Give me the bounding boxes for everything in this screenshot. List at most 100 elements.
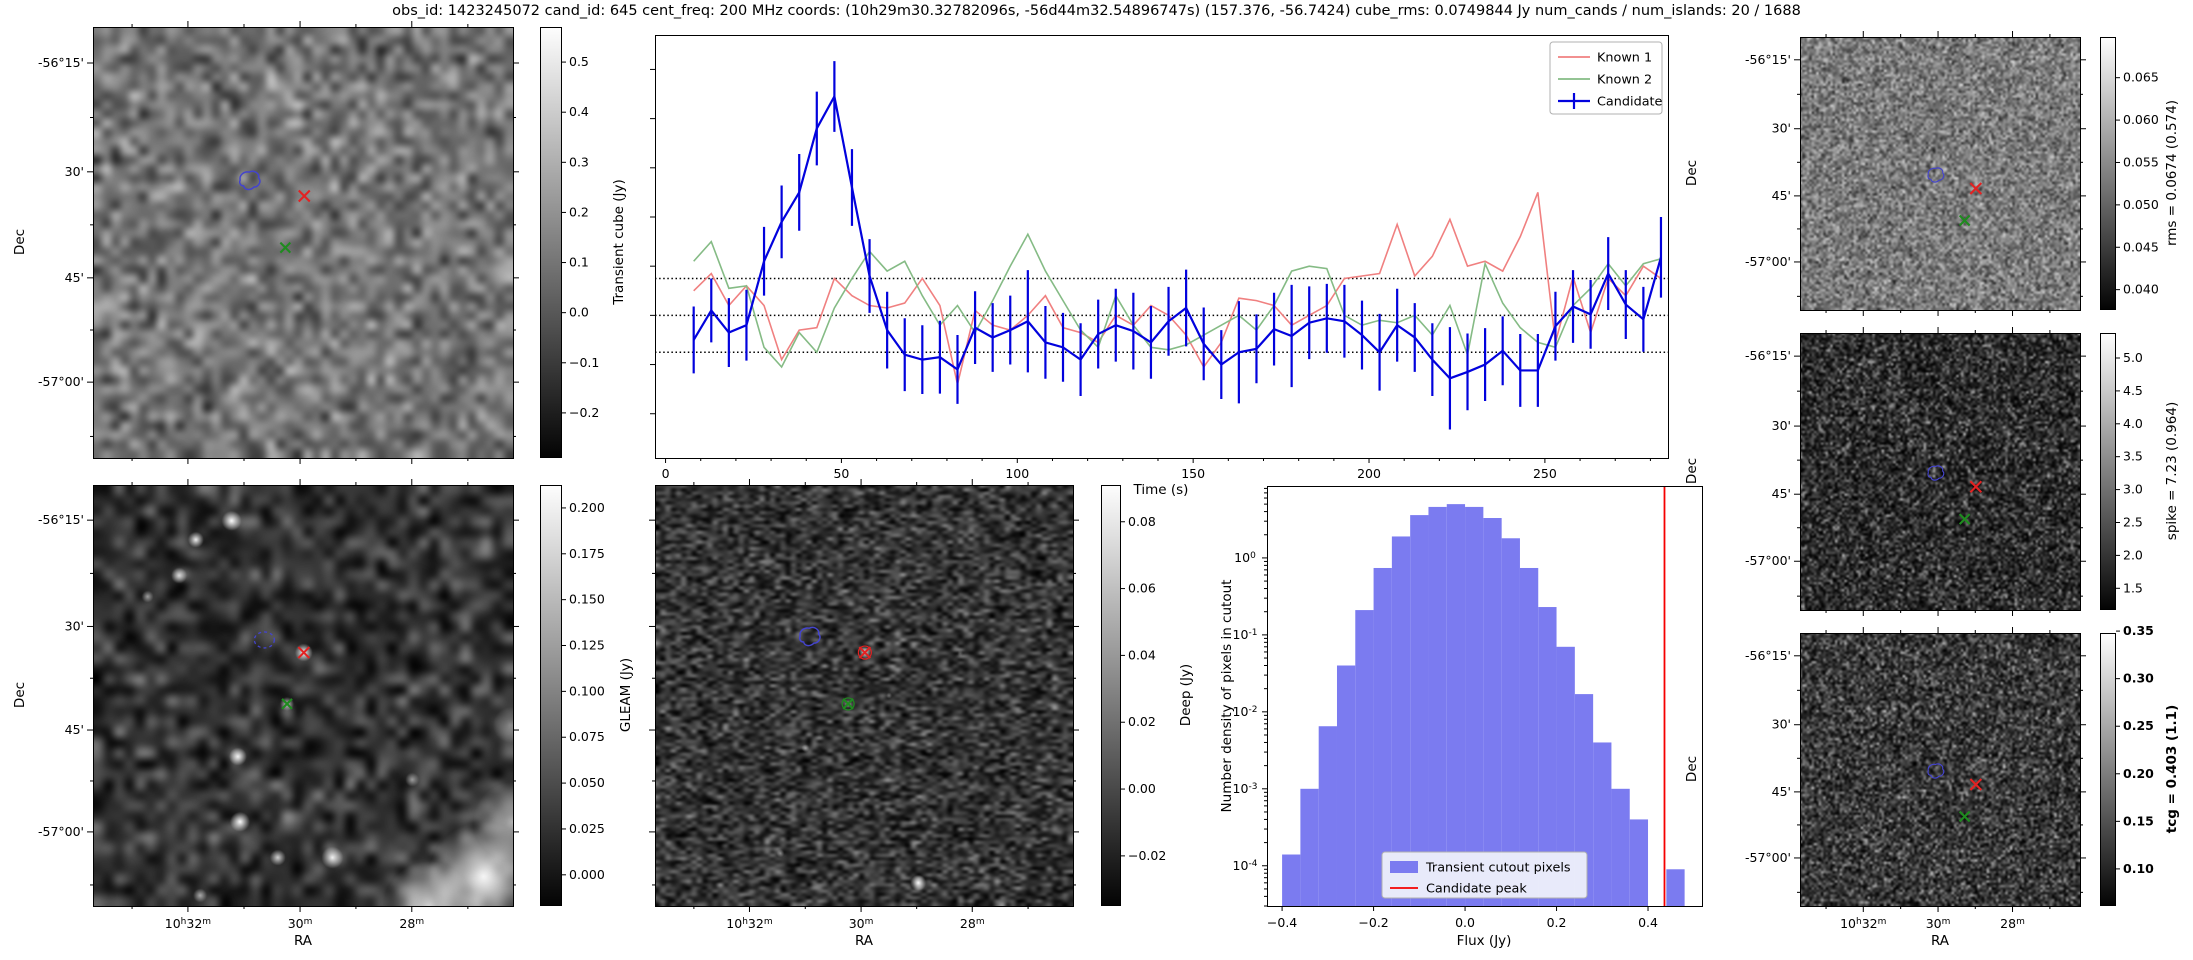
svg-text:0.075: 0.075 (569, 729, 605, 744)
svg-text:3.0: 3.0 (2123, 482, 2143, 497)
svg-text:0.06: 0.06 (1128, 581, 1156, 596)
svg-text:-56°15': -56°15' (1745, 52, 1791, 67)
svg-text:0.04: 0.04 (1128, 647, 1156, 662)
svg-text:−0.2: −0.2 (1358, 915, 1388, 930)
ra-axis-label: RA (854, 933, 874, 949)
deep-image (655, 485, 1073, 906)
svg-text:250: 250 (1533, 466, 1557, 481)
svg-text:-56°15': -56°15' (1745, 348, 1791, 363)
svg-text:0.150: 0.150 (569, 592, 605, 607)
svg-text:10h32m: 10h32m (1840, 916, 1886, 931)
svg-text:30': 30' (1772, 418, 1791, 433)
svg-text:0: 0 (662, 466, 670, 481)
svg-text:0.5: 0.5 (569, 54, 589, 69)
svg-text:3.5: 3.5 (2123, 449, 2143, 464)
ra-axis-label: RA (1930, 933, 1950, 949)
svg-text:-56°15': -56°15' (38, 512, 84, 527)
svg-text:0.045: 0.045 (2123, 239, 2159, 254)
deep-colorbar-label: Deep (Jy) (1178, 663, 1194, 727)
svg-text:30': 30' (65, 164, 84, 179)
svg-text:5.0: 5.0 (2123, 350, 2143, 365)
svg-text:0.4: 0.4 (1638, 915, 1658, 930)
candidate-errorbars (692, 61, 1663, 430)
svg-text:-57°00': -57°00' (1745, 553, 1791, 568)
svg-text:-57°00': -57°00' (38, 824, 84, 839)
lightcurve-legend: Known 1 Known 2 Candidate (1549, 41, 1663, 115)
svg-text:10h32m: 10h32m (726, 916, 772, 931)
svg-text:Candidate: Candidate (1597, 95, 1663, 110)
svg-text:0.02: 0.02 (1128, 714, 1156, 729)
tcg-image (1800, 633, 2080, 906)
lightcurve-xaxis-label: Time (s) (1133, 482, 1189, 498)
svg-text:0.08: 0.08 (1128, 514, 1156, 529)
svg-text:100: 100 (1005, 466, 1029, 481)
svg-text:0.000: 0.000 (569, 867, 605, 882)
svg-text:Candidate peak: Candidate peak (1426, 882, 1527, 897)
svg-text:10-1: 10-1 (1233, 627, 1258, 642)
svg-text:0.00: 0.00 (1128, 781, 1156, 796)
flux-histogram: −0.4 −0.2 0.0 0.2 0.4 100 10-1 10-2 10-3 10-4 (1233, 486, 1703, 930)
svg-text:0.20: 0.20 (2123, 766, 2154, 781)
svg-text:0.060: 0.060 (2123, 112, 2159, 127)
dec-axis-label: Dec (1684, 457, 1700, 485)
spike-colorbar (2100, 333, 2116, 610)
svg-text:−0.2: −0.2 (569, 405, 599, 420)
dec-axis-label: Dec (1684, 159, 1700, 187)
svg-text:−0.4: −0.4 (1267, 915, 1297, 930)
rms-colorbar-label: rms = 0.0674 (0.574) (2164, 99, 2180, 247)
svg-text:1.5: 1.5 (2123, 580, 2143, 595)
svg-text:45': 45' (65, 270, 84, 285)
svg-text:0.15: 0.15 (2123, 813, 2154, 828)
svg-text:Known 2: Known 2 (1597, 73, 1652, 88)
svg-text:45': 45' (65, 722, 84, 737)
svg-text:28m: 28m (960, 916, 985, 931)
dec-axis-label: Dec (1684, 755, 1700, 783)
transient-colorbar-label: Transient cube (Jy) (611, 179, 627, 305)
spike-image (1800, 333, 2080, 610)
transient-cube-image (93, 27, 513, 458)
svg-text:100: 100 (1234, 550, 1256, 565)
figure-title: obs_id: 1423245072 cand_id: 645 cent_fre… (392, 3, 1801, 19)
deep-colorbar (1101, 485, 1121, 906)
svg-text:0.040: 0.040 (2123, 282, 2159, 297)
svg-text:0.175: 0.175 (569, 546, 605, 561)
svg-text:0.25: 0.25 (2123, 718, 2154, 733)
rms-colorbar (2100, 37, 2116, 310)
svg-text:-56°15': -56°15' (38, 55, 84, 70)
svg-text:-56°15': -56°15' (1745, 648, 1791, 663)
svg-text:0.1: 0.1 (569, 255, 589, 270)
svg-text:30': 30' (1772, 717, 1791, 732)
svg-text:Known 1: Known 1 (1597, 51, 1652, 66)
svg-text:−0.02: −0.02 (1128, 848, 1166, 863)
svg-text:2.0: 2.0 (2123, 547, 2143, 562)
svg-text:30m: 30m (849, 916, 874, 931)
svg-text:0.30: 0.30 (2123, 671, 2154, 686)
svg-text:28m: 28m (399, 916, 424, 931)
svg-text:Transient cutout pixels: Transient cutout pixels (1425, 861, 1571, 876)
gleam-colorbar (540, 485, 562, 906)
svg-text:0.0: 0.0 (569, 305, 589, 320)
svg-text:-57°00': -57°00' (38, 374, 84, 389)
ra-axis-label: RA (293, 933, 313, 949)
svg-text:30m: 30m (288, 916, 313, 931)
svg-text:0.050: 0.050 (2123, 197, 2159, 212)
svg-text:0.065: 0.065 (2123, 70, 2159, 85)
spike-colorbar-label: spike = 7.23 (0.964) (2164, 401, 2180, 541)
svg-text:10-2: 10-2 (1233, 704, 1258, 719)
svg-text:0.025: 0.025 (569, 821, 605, 836)
svg-text:45': 45' (1772, 188, 1791, 203)
light-curve: 0 50 100 150 200 250 (650, 35, 1669, 481)
svg-text:0.3: 0.3 (569, 154, 589, 169)
svg-text:0.10: 0.10 (2123, 861, 2154, 876)
svg-text:0.35: 0.35 (2123, 623, 2154, 638)
svg-text:0.125: 0.125 (569, 638, 605, 653)
svg-text:4.5: 4.5 (2123, 383, 2143, 398)
svg-text:4.0: 4.0 (2123, 416, 2143, 431)
svg-text:10-4: 10-4 (1233, 858, 1258, 873)
tcg-colorbar (2100, 633, 2116, 906)
svg-text:50: 50 (833, 466, 849, 481)
tcg-colorbar-label: tcg = 0.403 (1.1) (2164, 704, 2180, 834)
histogram-yaxis-label: Number density of pixels in cutout (1219, 579, 1235, 813)
dec-axis-label: Dec (12, 681, 28, 709)
